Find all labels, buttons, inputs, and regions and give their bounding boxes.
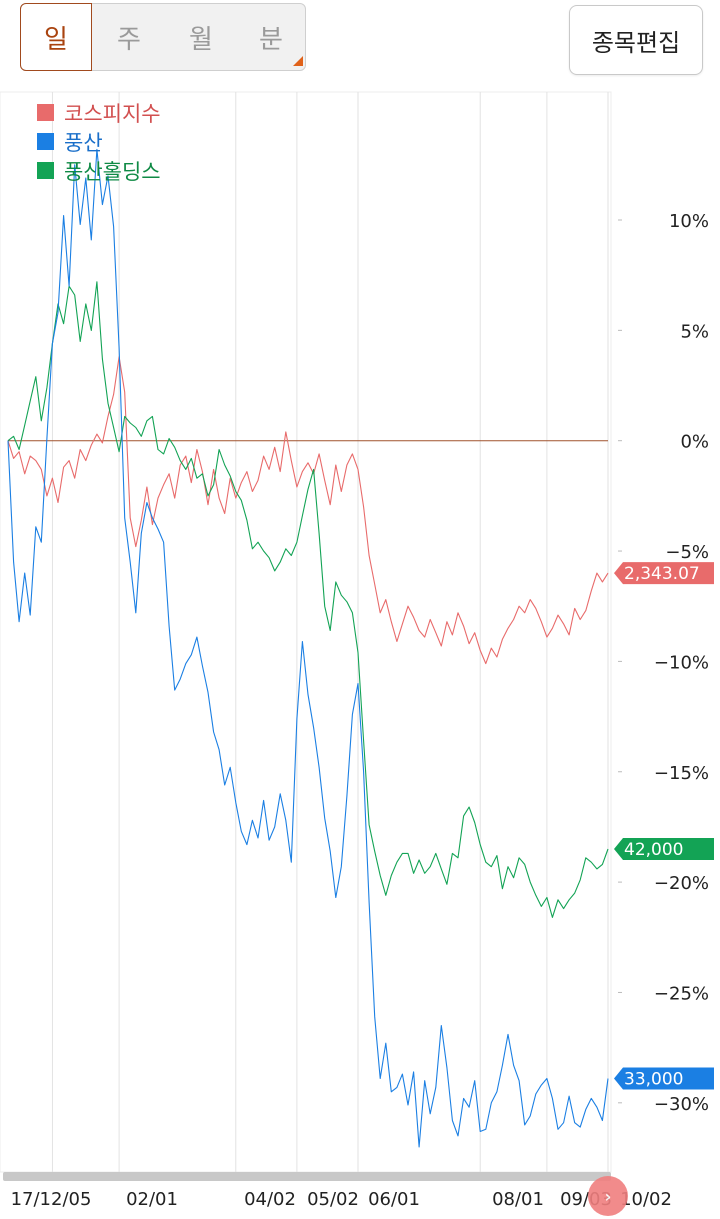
y-tick-label: 10% bbox=[669, 211, 709, 232]
badge-shape bbox=[614, 562, 714, 585]
scroll-right-button[interactable]: › bbox=[588, 1176, 628, 1216]
legend-label-poongsan: 풍산 bbox=[64, 131, 103, 155]
tab-minute-label: 분 bbox=[259, 24, 283, 55]
badge-value: 2,343.07 bbox=[624, 564, 700, 584]
y-tick-label: −20% bbox=[654, 873, 709, 894]
chevron-right-icon: › bbox=[604, 1186, 612, 1206]
legend-swatch-poongsan bbox=[37, 133, 54, 150]
tab-minute[interactable]: 분 bbox=[235, 4, 307, 70]
tab-daily[interactable]: 일 bbox=[20, 3, 92, 71]
edit-stocks-button[interactable]: 종목편집 bbox=[569, 5, 703, 75]
y-tick-label: −25% bbox=[654, 983, 709, 1004]
x-tick-label: 17/12/05 bbox=[11, 1189, 92, 1210]
tab-monthly[interactable]: 월 bbox=[165, 4, 237, 70]
legend-swatch-poongsan_holdings bbox=[37, 162, 54, 179]
horizontal-scrollbar bbox=[3, 1172, 611, 1181]
tab-monthly-label: 월 bbox=[189, 24, 213, 55]
dropdown-corner-icon bbox=[293, 56, 303, 66]
y-tick-label: −15% bbox=[654, 763, 709, 784]
x-tick-label: 10/02 bbox=[620, 1189, 672, 1210]
y-tick-label: −5% bbox=[665, 542, 709, 563]
legend-swatch-kospi bbox=[37, 104, 54, 121]
y-tick-label: 5% bbox=[680, 321, 709, 342]
period-tab-group: 일 주 월 분 bbox=[20, 3, 306, 71]
y-tick-label: 0% bbox=[680, 432, 709, 453]
series-line-kospi bbox=[7, 356, 609, 665]
y-tick-label: −10% bbox=[654, 652, 709, 673]
last-value-badge-poongsan: 33,000 bbox=[614, 1067, 714, 1090]
tab-weekly[interactable]: 주 bbox=[93, 4, 165, 70]
y-tick-label: −30% bbox=[654, 1094, 709, 1115]
tab-weekly-label: 주 bbox=[117, 24, 141, 55]
badge-value: 33,000 bbox=[624, 1070, 683, 1090]
last-value-badge-poongsan_holdings: 42,000 bbox=[614, 837, 714, 860]
x-tick-label: 06/01 bbox=[368, 1189, 420, 1210]
x-tick-label: 02/01 bbox=[126, 1189, 178, 1210]
badge-value: 42,000 bbox=[624, 840, 683, 860]
legend-label-kospi: 코스피지수 bbox=[64, 102, 161, 126]
series-line-poongsan bbox=[7, 148, 609, 1148]
x-tick-label: 04/02 bbox=[244, 1189, 296, 1210]
badge-shape bbox=[614, 837, 714, 860]
badge-shape bbox=[614, 1067, 714, 1090]
plot-area bbox=[0, 91, 612, 1173]
series-line-poongsan_holdings bbox=[7, 281, 609, 918]
x-tick-label: 05/02 bbox=[307, 1189, 359, 1210]
x-tick-label: 08/01 bbox=[492, 1189, 544, 1210]
tab-daily-label: 일 bbox=[44, 24, 68, 55]
legend-label-poongsan_holdings: 풍산홀딩스 bbox=[64, 160, 161, 184]
last-value-badge-kospi: 2,343.07 bbox=[614, 562, 714, 585]
